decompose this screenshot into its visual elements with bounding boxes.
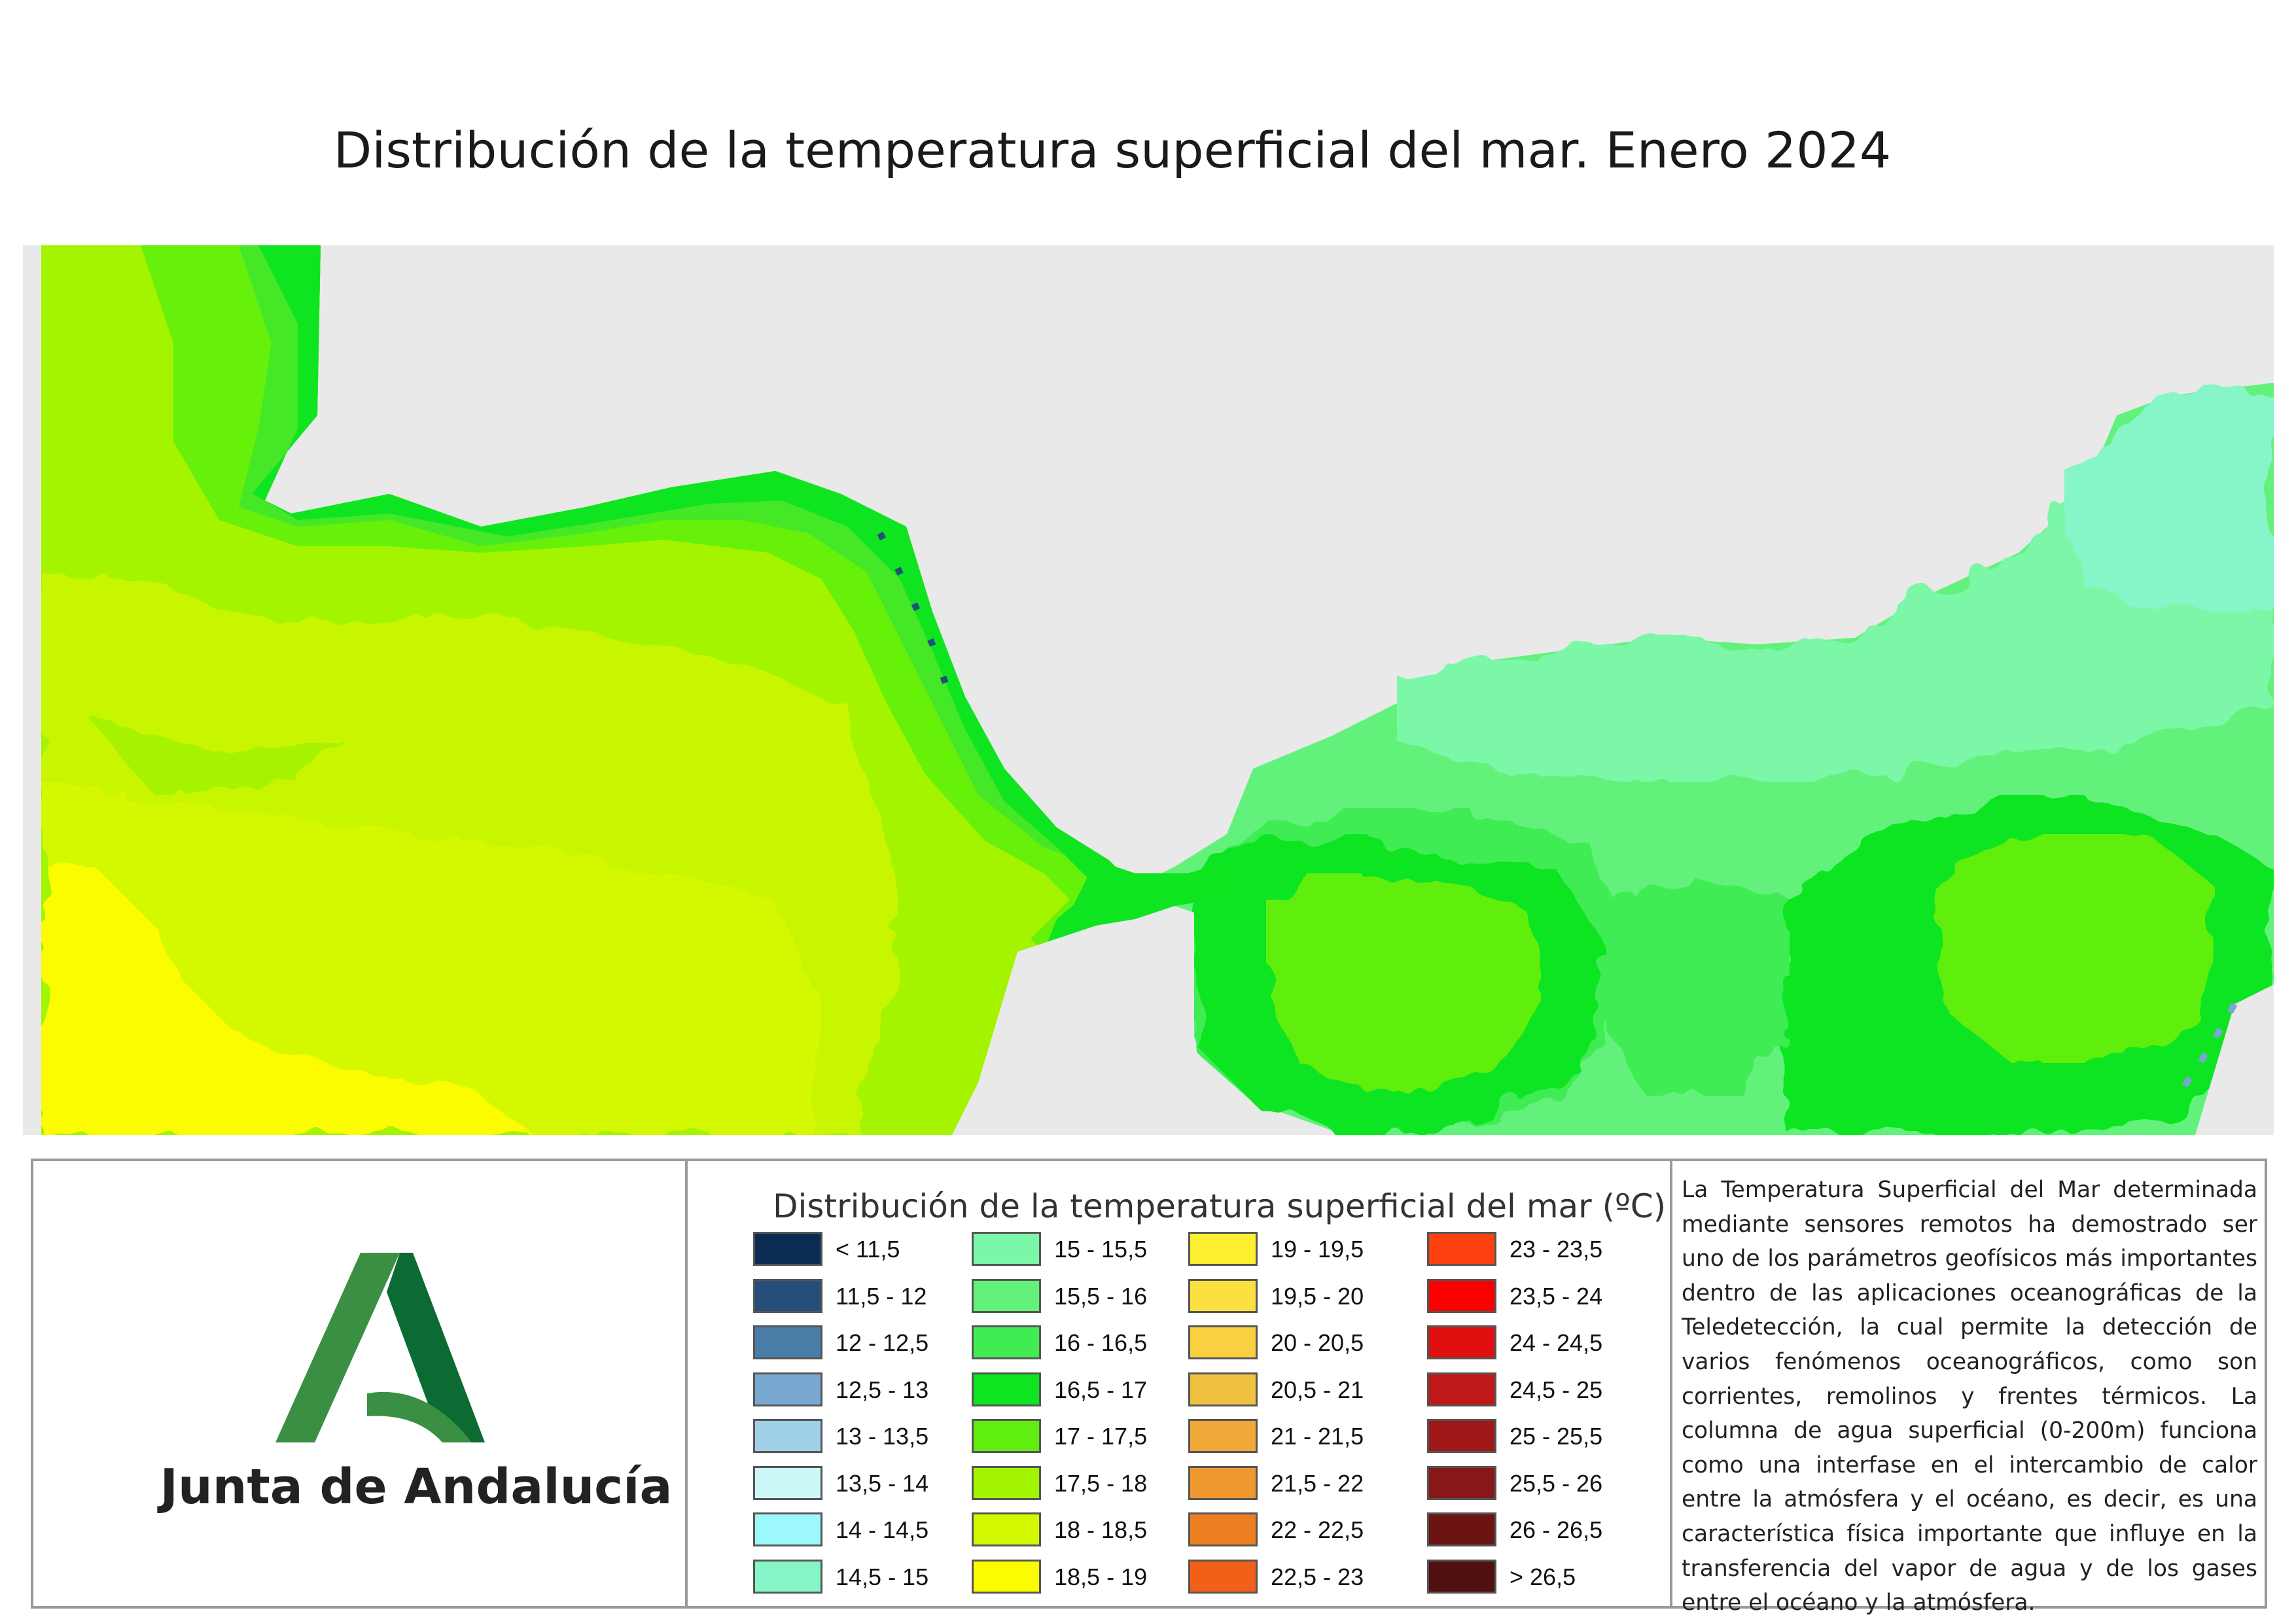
atlantic-ocean-area	[41, 245, 1135, 1135]
legend-swatch	[1427, 1559, 1496, 1594]
legend-swatch	[972, 1232, 1041, 1266]
legend-swatch	[972, 1419, 1041, 1453]
legend-panel: Junta de Andalucía Distribución de la te…	[31, 1159, 2267, 1616]
sst-map-canvas	[23, 245, 2274, 1135]
legend-label: 26 - 26,5	[1510, 1516, 1603, 1543]
legend-title: Distribución de la temperatura superfici…	[773, 1187, 1667, 1225]
mediterranean-sea-area	[1135, 383, 2274, 1135]
legend-label: 22,5 - 23	[1271, 1563, 1364, 1590]
legend-swatch	[1188, 1419, 1258, 1453]
legend-swatch	[753, 1512, 822, 1546]
legend-label: 19 - 19,5	[1271, 1236, 1364, 1263]
legend-label: > 26,5	[1510, 1563, 1576, 1590]
page-title: Distribución de la temperatura superfici…	[333, 121, 1892, 179]
land-africa-coast	[959, 906, 1194, 1135]
legend-label: 14 - 14,5	[836, 1516, 929, 1543]
legend-swatch	[1188, 1325, 1258, 1359]
legend-label: 19,5 - 20	[1271, 1282, 1364, 1310]
description-text: La Temperatura Superficial del Mar deter…	[1682, 1177, 2257, 1616]
legend-swatch	[972, 1372, 1041, 1406]
legend-label: 24,5 - 25	[1510, 1376, 1603, 1403]
legend-swatch	[753, 1559, 822, 1594]
legend-swatch	[1427, 1278, 1496, 1313]
legend-label: 23,5 - 24	[1510, 1282, 1603, 1310]
legend-label: 23 - 23,5	[1510, 1236, 1603, 1263]
junta-logo-icon	[275, 1253, 485, 1442]
legend-swatch	[1188, 1232, 1258, 1266]
legend-label: 20 - 20,5	[1271, 1329, 1364, 1356]
legend-swatch	[753, 1325, 822, 1359]
legend-swatch	[753, 1465, 822, 1500]
legend-swatch	[1188, 1278, 1258, 1313]
legend-label: 14,5 - 15	[836, 1563, 929, 1590]
legend-label: 17 - 17,5	[1054, 1423, 1148, 1450]
legend-swatch	[1188, 1372, 1258, 1406]
legend-label: 13,5 - 14	[836, 1469, 929, 1497]
legend-swatch	[1427, 1465, 1496, 1500]
legend-label: 25 - 25,5	[1510, 1423, 1603, 1450]
legend-swatch	[1427, 1372, 1496, 1406]
legend-label: 22 - 22,5	[1271, 1516, 1364, 1543]
strait-of-gibraltar-area	[1070, 860, 1253, 926]
legend-swatch	[753, 1372, 822, 1406]
legend-swatch	[972, 1278, 1041, 1313]
legend-swatch	[753, 1278, 822, 1313]
legend-label: 11,5 - 12	[836, 1282, 927, 1310]
legend-swatch	[972, 1465, 1041, 1500]
legend-swatch	[1188, 1465, 1258, 1500]
legend-label: 21,5 - 22	[1271, 1469, 1364, 1497]
legend-swatch	[753, 1232, 822, 1266]
legend-swatch	[972, 1559, 1041, 1594]
legend-label: 15 - 15,5	[1054, 1236, 1148, 1263]
legend-swatch	[753, 1419, 822, 1453]
legend-label: 16 - 16,5	[1054, 1329, 1148, 1356]
legend-label: 15,5 - 16	[1054, 1282, 1148, 1310]
legend-label: 18 - 18,5	[1054, 1516, 1148, 1543]
legend-swatch	[1427, 1232, 1496, 1266]
panel-divider	[1670, 1161, 1672, 1606]
legend-swatch	[1427, 1419, 1496, 1453]
legend-swatch	[1427, 1325, 1496, 1359]
legend-label: < 11,5	[836, 1236, 900, 1263]
legend-label: 17,5 - 18	[1054, 1469, 1148, 1497]
organization-name: Junta de Andalucía	[160, 1459, 673, 1515]
sst-map	[23, 245, 2274, 1135]
logo-section: Junta de Andalucía	[33, 1161, 688, 1606]
legend-label: 25,5 - 26	[1510, 1469, 1603, 1497]
panel-divider	[685, 1161, 688, 1606]
legend-swatch	[972, 1512, 1041, 1546]
legend-label: 21 - 21,5	[1271, 1423, 1364, 1450]
legend-swatch	[1188, 1512, 1258, 1546]
legend-label: 24 - 24,5	[1510, 1329, 1603, 1356]
legend-label: 13 - 13,5	[836, 1423, 929, 1450]
legend-label: 16,5 - 17	[1054, 1376, 1148, 1403]
legend-swatch	[972, 1325, 1041, 1359]
legend-label: 18,5 - 19	[1054, 1563, 1148, 1590]
legend-label: 12,5 - 13	[836, 1376, 929, 1403]
legend-label: 12 - 12,5	[836, 1329, 929, 1356]
legend-label: 20,5 - 21	[1271, 1376, 1364, 1403]
legend-swatch	[1188, 1559, 1258, 1594]
legend-swatch	[1427, 1512, 1496, 1546]
